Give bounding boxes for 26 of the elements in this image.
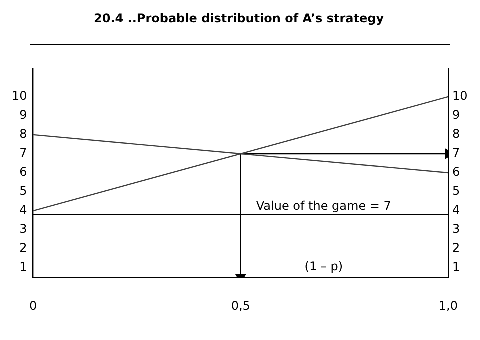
chart-title: 20.4 ..Probable distribution of A’s strategy (94, 11, 384, 26)
y2-tick-label: 3 (452, 222, 460, 236)
y-tick-label: 1 (20, 260, 28, 274)
y-tick-label: 8 (20, 127, 28, 142)
y2-tick-label: 2 (452, 241, 460, 256)
y2-tick-label: 9 (452, 108, 460, 122)
y2-tick-label: 8 (452, 127, 460, 142)
y-tick-label: 5 (20, 184, 28, 198)
annotation: Value of the game = 7 (256, 198, 392, 213)
y-tick-label: 4 (20, 203, 28, 218)
x-tick-label: 0 (29, 298, 38, 313)
y-tick-label: 7 (20, 146, 28, 160)
y-tick-label: 9 (20, 108, 28, 122)
y-tick-label: 2 (20, 241, 28, 256)
y2-tick-label: 5 (452, 184, 460, 198)
x-tick-label: 0,5 (231, 298, 250, 313)
y2-tick-label: 10 (452, 89, 468, 104)
y-tick-label: 6 (20, 165, 28, 180)
y2-tick-label: 4 (452, 203, 460, 218)
y2-tick-label: 6 (452, 165, 460, 180)
y2-tick-label: 1 (452, 260, 460, 274)
y2-tick-label: 7 (452, 146, 460, 160)
x-axis-title: (1 – p) (304, 260, 344, 274)
x-tick-label: 1,0 (438, 298, 458, 313)
y-tick-label: 10 (12, 89, 28, 104)
y-tick-label: 3 (20, 222, 28, 236)
